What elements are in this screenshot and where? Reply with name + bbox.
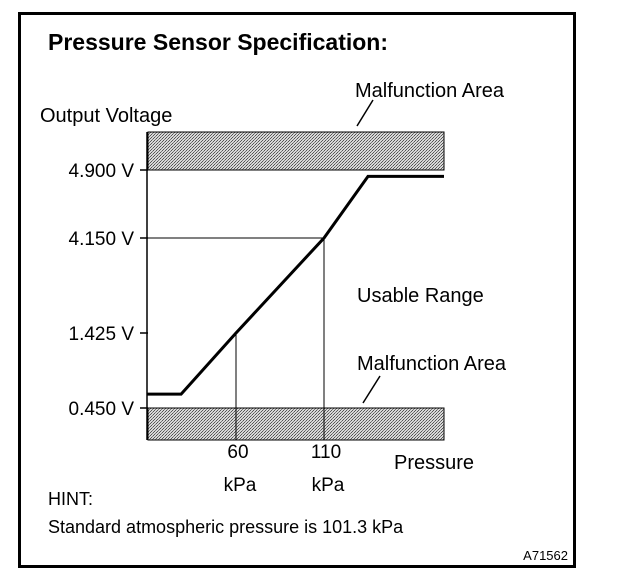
malfunction-bottom-leader xyxy=(362,375,381,404)
usable-range-label: Usable Range xyxy=(357,285,484,307)
x-axis-label: Pressure xyxy=(394,452,474,474)
x-tick-label-1: 110 xyxy=(311,442,341,463)
y-tick-label-3: 0.450 V xyxy=(69,399,135,420)
malfunction-area-label-bottom: Malfunction Area xyxy=(357,353,507,375)
y-axis-label: Output Voltage xyxy=(40,105,172,127)
malfunction-band-bottom xyxy=(147,407,445,441)
x-tick-label-0: 60 xyxy=(227,442,248,463)
y-tick-labels: 4.900 V 4.150 V 1.425 V 0.450 V xyxy=(69,161,148,420)
malfunction-band-top xyxy=(147,131,445,171)
figure-code: A71562 xyxy=(523,548,568,563)
figure-frame xyxy=(18,12,576,568)
x-tick-unit-0: kPa xyxy=(224,475,257,496)
chart-title: Pressure Sensor Specification: xyxy=(48,29,388,55)
x-tick-labels: 60 kPa 110 kPa xyxy=(224,442,345,496)
hint-label: HINT: xyxy=(48,489,93,509)
y-tick-label-2: 1.425 V xyxy=(69,324,135,345)
output-voltage-line xyxy=(147,174,444,396)
reference-lines xyxy=(147,237,325,440)
y-tick-label-0: 4.900 V xyxy=(69,161,135,182)
malfunction-top-leader xyxy=(356,99,374,127)
x-tick-unit-1: kPa xyxy=(312,475,345,496)
hint-text: Standard atmospheric pressure is 101.3 k… xyxy=(48,517,404,537)
y-tick-label-1: 4.150 V xyxy=(69,229,135,250)
malfunction-area-label-top: Malfunction Area xyxy=(355,80,505,102)
